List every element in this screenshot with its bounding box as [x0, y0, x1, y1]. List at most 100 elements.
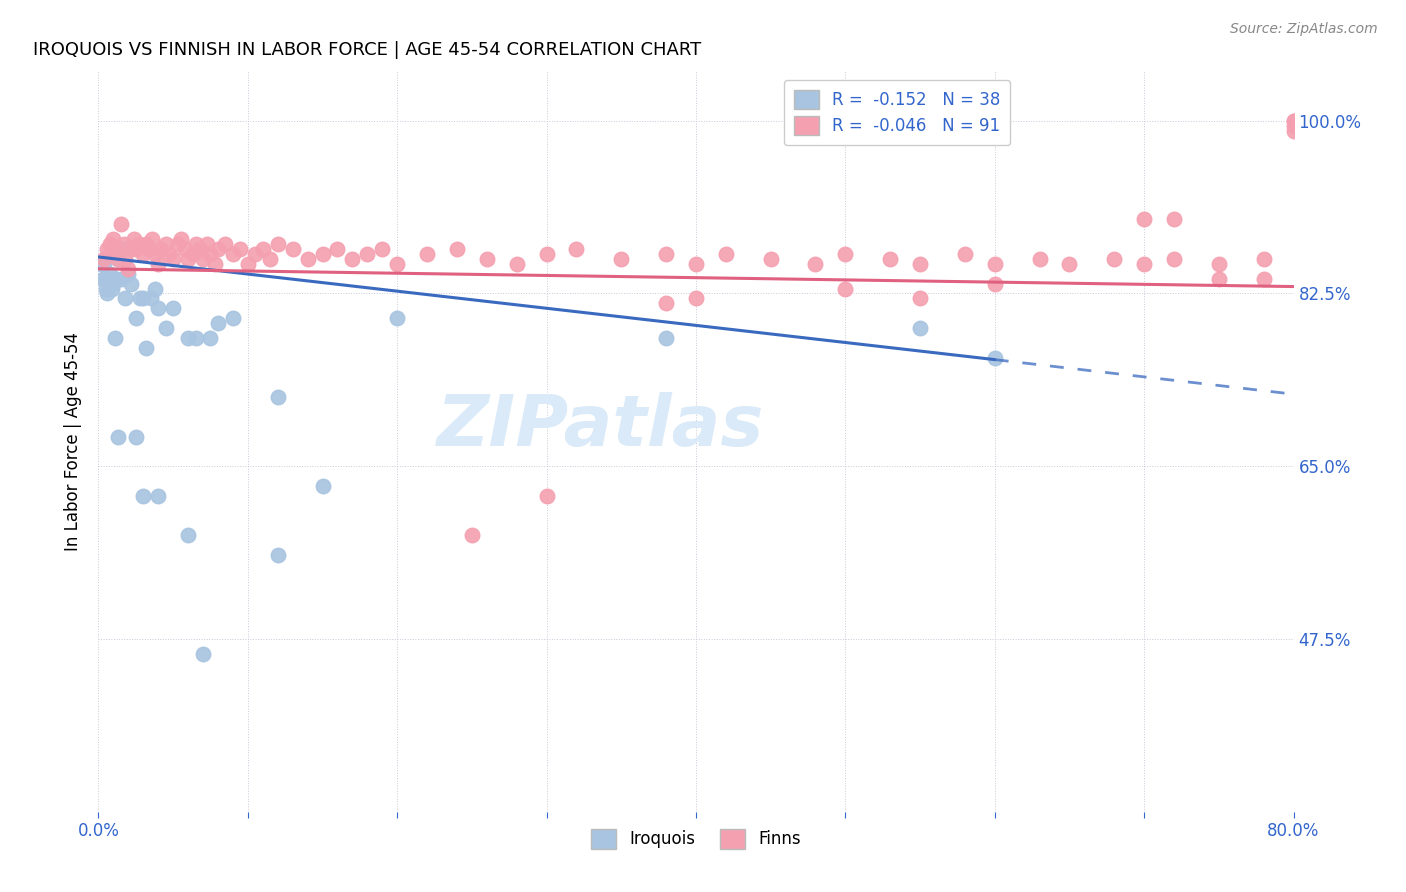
Point — [536, 489, 558, 503]
Point — [150, 242, 173, 256]
Point — [200, 247, 222, 261]
Point — [207, 316, 229, 330]
Point — [141, 232, 163, 246]
Point — [1282, 113, 1305, 128]
Point — [105, 271, 128, 285]
Point — [135, 341, 157, 355]
Point — [356, 247, 378, 261]
Point — [155, 321, 177, 335]
Point — [759, 252, 782, 266]
Point — [259, 252, 281, 266]
Point — [155, 237, 177, 252]
Point — [204, 257, 226, 271]
Point — [188, 242, 211, 256]
Point — [132, 489, 155, 503]
Point — [214, 237, 236, 252]
Point — [96, 286, 118, 301]
Point — [984, 351, 1007, 365]
Point — [385, 257, 409, 271]
Point — [610, 252, 633, 266]
Text: IROQUOIS VS FINNISH IN LABOR FORCE | AGE 45-54 CORRELATION CHART: IROQUOIS VS FINNISH IN LABOR FORCE | AGE… — [32, 41, 702, 59]
Point — [169, 232, 191, 246]
Point — [953, 247, 976, 261]
Point — [125, 311, 148, 326]
Point — [222, 247, 245, 261]
Point — [714, 247, 737, 261]
Point — [111, 242, 134, 256]
Point — [267, 548, 290, 562]
Point — [91, 271, 114, 285]
Point — [281, 242, 304, 256]
Point — [103, 277, 125, 291]
Point — [191, 647, 214, 661]
Point — [222, 311, 245, 326]
Point — [385, 311, 409, 326]
Point — [90, 257, 112, 271]
Point — [124, 232, 146, 246]
Point — [1163, 252, 1185, 266]
Point — [120, 242, 142, 256]
Legend: Iroquois, Finns: Iroquois, Finns — [583, 822, 808, 855]
Point — [191, 252, 214, 266]
Point — [135, 237, 157, 252]
Point — [104, 331, 127, 345]
Point — [245, 247, 267, 261]
Point — [804, 257, 827, 271]
Y-axis label: In Labor Force | Age 45-54: In Labor Force | Age 45-54 — [65, 332, 83, 551]
Point — [107, 252, 129, 266]
Point — [297, 252, 319, 266]
Point — [475, 252, 498, 266]
Point — [129, 292, 152, 306]
Point — [117, 261, 139, 276]
Point — [107, 429, 129, 443]
Point — [177, 252, 200, 266]
Point — [162, 301, 184, 316]
Point — [112, 237, 135, 252]
Point — [148, 257, 170, 271]
Point — [117, 267, 139, 281]
Point — [342, 252, 364, 266]
Point — [1208, 271, 1230, 285]
Point — [125, 242, 148, 256]
Point — [908, 321, 931, 335]
Point — [879, 252, 901, 266]
Point — [157, 247, 180, 261]
Point — [138, 242, 160, 256]
Point — [110, 218, 132, 232]
Point — [1059, 257, 1081, 271]
Point — [536, 247, 558, 261]
Point — [984, 257, 1007, 271]
Point — [416, 247, 439, 261]
Point — [834, 281, 856, 295]
Point — [94, 281, 117, 295]
Point — [143, 281, 166, 295]
Point — [197, 237, 219, 252]
Point — [1253, 252, 1275, 266]
Point — [143, 247, 166, 261]
Point — [506, 257, 529, 271]
Point — [1104, 252, 1126, 266]
Point — [184, 331, 207, 345]
Point — [446, 242, 468, 256]
Point — [685, 257, 707, 271]
Point — [132, 247, 155, 261]
Point — [103, 232, 125, 246]
Point — [311, 479, 333, 493]
Point — [162, 252, 184, 266]
Point — [655, 331, 678, 345]
Point — [1163, 212, 1185, 227]
Point — [181, 247, 204, 261]
Point — [229, 242, 252, 256]
Point — [311, 247, 333, 261]
Point — [125, 429, 148, 443]
Point — [98, 237, 122, 252]
Point — [148, 489, 170, 503]
Point — [1253, 271, 1275, 285]
Point — [1133, 257, 1156, 271]
Point — [267, 390, 290, 404]
Point — [461, 528, 484, 542]
Point — [1133, 212, 1156, 227]
Point — [908, 292, 931, 306]
Point — [94, 271, 117, 285]
Point — [200, 331, 222, 345]
